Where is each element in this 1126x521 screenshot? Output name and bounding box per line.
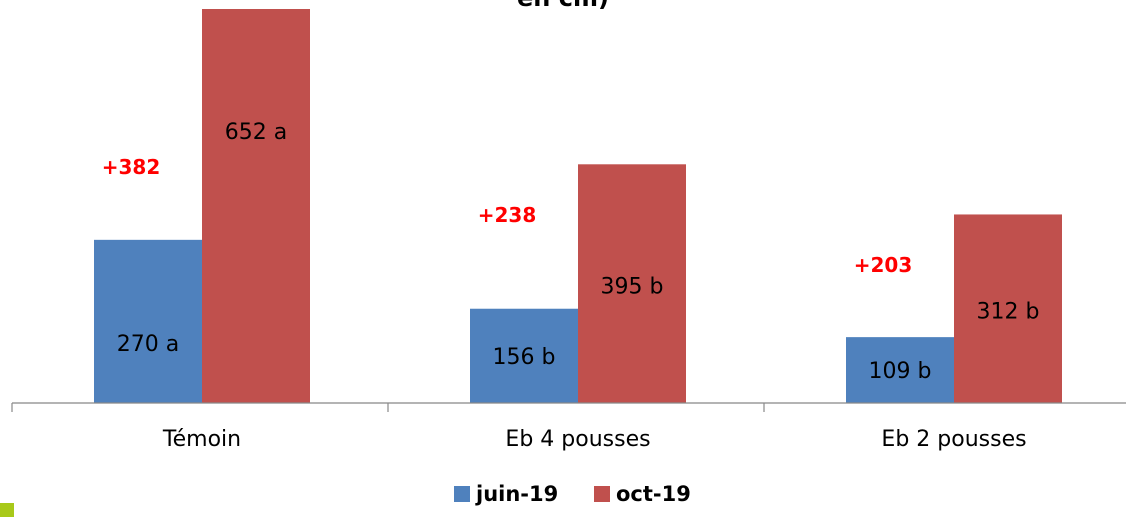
x-axis: Témoin Eb 4 pousses Eb 2 pousses: [11, 402, 1126, 452]
value-label-juin-19-2: 109 b: [869, 359, 932, 384]
x-tick-label-1: Eb 4 pousses: [505, 427, 650, 452]
x-tick-label-2: Eb 2 pousses: [881, 427, 1026, 452]
bar-oct-19-2: [954, 214, 1062, 403]
x-tick-label-0: Témoin: [162, 427, 241, 452]
difference-annotation-0: +382: [102, 155, 161, 179]
legend-label-juin-19: juin-19: [475, 482, 558, 506]
bar-oct-19-0: [202, 9, 310, 403]
bar-oct-19-1: [578, 164, 686, 403]
bar-juin-19-0: [94, 239, 202, 403]
slide-marker: [0, 503, 14, 517]
value-labels-group: 270 a 652 a 156 b 395 b 109 b 312 b: [117, 120, 1040, 384]
value-label-juin-19-0: 270 a: [117, 332, 179, 357]
difference-annotation-1: +238: [478, 203, 537, 227]
legend-swatch-juin-19: [454, 486, 470, 502]
annotations-group: +382 +238 +203: [102, 155, 913, 277]
value-label-oct-19-1: 395 b: [601, 275, 664, 300]
bar-juin-19-1: [470, 308, 578, 403]
difference-annotation-2: +203: [854, 253, 913, 277]
value-label-juin-19-1: 156 b: [493, 345, 556, 370]
bar-juin-19-2: [846, 337, 954, 403]
value-label-oct-19-2: 312 b: [977, 300, 1040, 325]
legend-swatch-oct-19: [594, 486, 610, 502]
legend-label-oct-19: oct-19: [616, 482, 691, 506]
legend: juin-19 oct-19: [454, 482, 691, 506]
bars-group: [94, 9, 1062, 403]
value-label-oct-19-0: 652 a: [225, 120, 287, 145]
chart-title: en cm): [517, 0, 609, 12]
